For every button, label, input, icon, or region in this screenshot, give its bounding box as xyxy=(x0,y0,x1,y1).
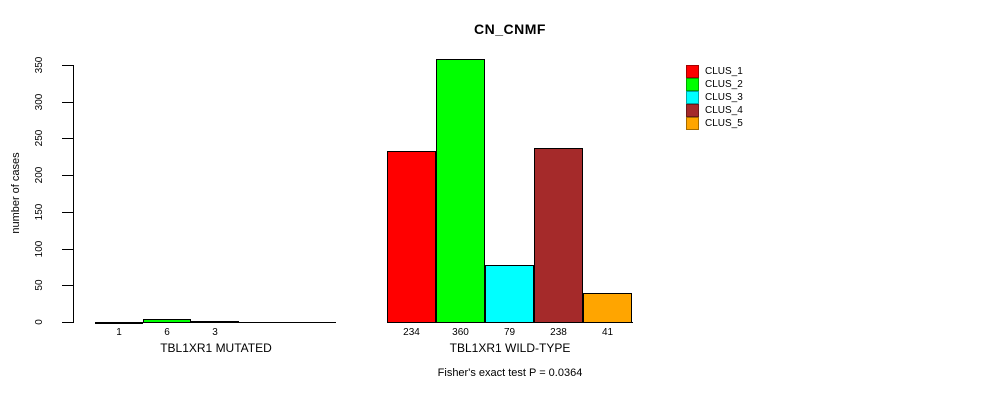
y-tick xyxy=(62,322,73,323)
bar-value-label: 6 xyxy=(164,327,170,338)
bar-clus-4-group1 xyxy=(534,148,583,323)
bar-clus-1-group0 xyxy=(95,322,143,324)
bar-clus-2-group1 xyxy=(436,59,485,323)
y-tick-label: 200 xyxy=(34,166,45,184)
bar-value-label: 1 xyxy=(116,327,122,338)
y-tick-label: 250 xyxy=(34,129,45,147)
y-tick xyxy=(62,138,73,139)
y-tick-label: 300 xyxy=(34,93,45,111)
legend-label-clus-5: CLUS_5 xyxy=(705,118,743,129)
y-tick xyxy=(62,285,73,286)
x-group-label-wildtype: TBL1XR1 WILD-TYPE xyxy=(449,341,571,355)
bar-value-label: 360 xyxy=(452,327,469,338)
y-tick-label: 50 xyxy=(34,279,45,291)
legend-label-clus-2: CLUS_2 xyxy=(705,79,743,90)
legend-swatch-clus-1 xyxy=(686,65,699,78)
caption-fisher-test: Fisher's exact test P = 0.0364 xyxy=(437,367,583,379)
y-tick xyxy=(62,249,73,250)
x-group-label-mutated: TBL1XR1 MUTATED xyxy=(160,341,272,355)
y-tick-label: 150 xyxy=(34,203,45,221)
legend-label-clus-4: CLUS_4 xyxy=(705,105,743,116)
y-tick-label: 100 xyxy=(34,240,45,258)
bar-clus-3-group0 xyxy=(191,321,239,323)
legend-swatch-clus-2 xyxy=(686,78,699,91)
y-tick-label: 0 xyxy=(34,319,45,325)
bar-value-label: 234 xyxy=(403,327,420,338)
y-tick xyxy=(62,175,73,176)
bar-clus-3-group1 xyxy=(485,265,534,323)
y-tick-label: 350 xyxy=(34,56,45,74)
y-tick xyxy=(62,212,73,213)
bar-clus-2-group0 xyxy=(143,319,191,323)
legend-label-clus-3: CLUS_3 xyxy=(705,92,743,103)
bar-clus-5-group1 xyxy=(583,293,632,323)
y-axis-title: number of cases xyxy=(10,152,22,234)
legend-swatch-clus-5 xyxy=(686,117,699,130)
bar-value-label: 238 xyxy=(550,327,567,338)
y-tick xyxy=(62,102,73,103)
y-axis-line xyxy=(73,65,74,323)
chart-title: CN_CNMF xyxy=(474,21,546,37)
bar-value-label: 79 xyxy=(503,327,516,338)
bar-value-label: 3 xyxy=(212,327,218,338)
bar-clus-1-group1 xyxy=(387,151,436,323)
legend-swatch-clus-3 xyxy=(686,91,699,104)
bar-value-label: 41 xyxy=(601,327,614,338)
legend-label-clus-1: CLUS_1 xyxy=(705,66,743,77)
legend-swatch-clus-4 xyxy=(686,104,699,117)
y-tick xyxy=(62,65,73,66)
